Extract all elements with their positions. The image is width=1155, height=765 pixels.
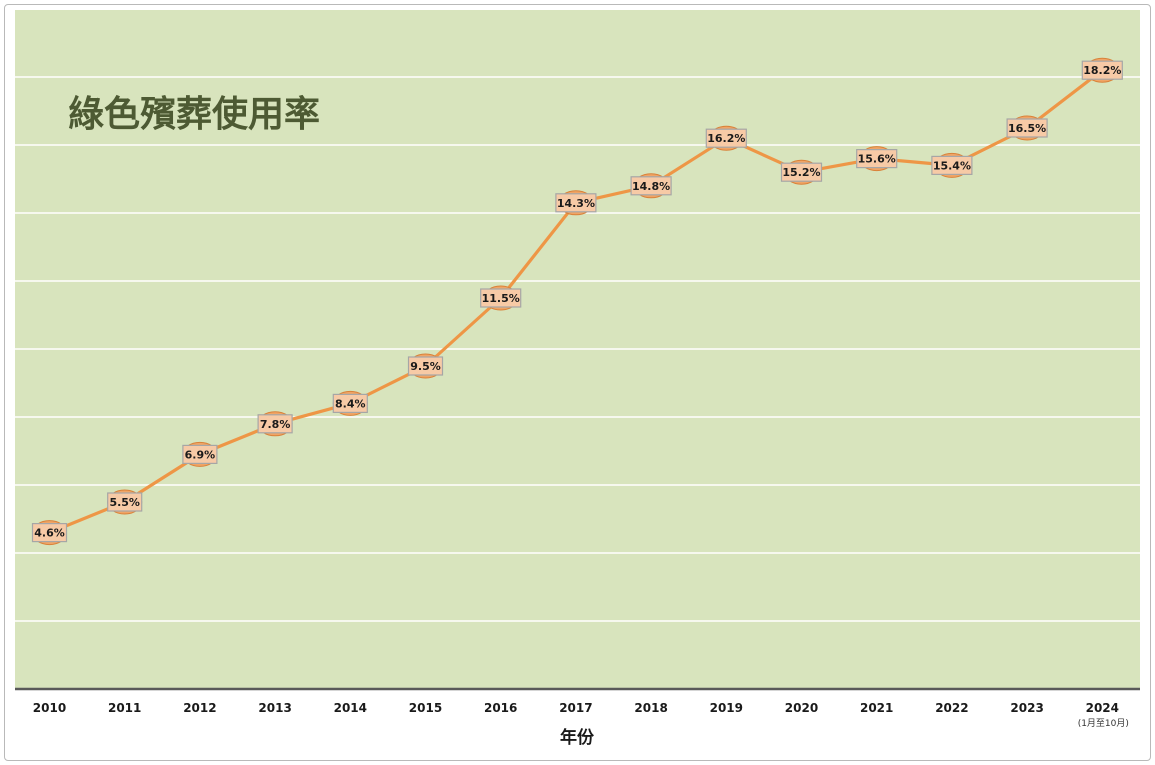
x-tick-label: 2010 <box>33 701 66 715</box>
data-label-box <box>332 393 368 413</box>
data-label-box <box>407 356 444 376</box>
x-tick-label: 2015 <box>409 701 442 715</box>
data-label-box <box>31 522 68 543</box>
data-label: 14.8% <box>632 180 670 193</box>
x-tick-label: 2012 <box>183 701 216 715</box>
data-label: 16.2% <box>707 132 745 145</box>
data-label-box <box>705 128 747 148</box>
x-tick-label: 2011 <box>108 701 141 715</box>
data-label-box <box>480 288 522 308</box>
data-label: 11.5% <box>482 292 520 305</box>
x-tick-label: 2019 <box>710 701 743 715</box>
x-tick-label: 2014 <box>334 701 367 715</box>
data-label-box <box>555 193 597 213</box>
data-labels: 4.6% 5.5% 6.9% 7.8% 8.4% 9.5% 11.5% 14.3% 14.8% 1… <box>31 60 1123 543</box>
data-label: 15.2% <box>782 166 820 179</box>
x-tick-label: 2021 <box>860 701 893 715</box>
data-label-box <box>257 414 293 434</box>
data-label: 5.5% <box>109 496 140 509</box>
x-tick-label: 2024 <box>1086 701 1119 715</box>
data-label: 18.2% <box>1083 64 1121 77</box>
data-label: 14.3% <box>557 197 595 210</box>
data-label: 15.4% <box>933 159 971 172</box>
data-label: 4.6% <box>34 527 65 540</box>
data-label: 7.8% <box>260 418 291 431</box>
data-label-box <box>1081 60 1123 80</box>
x-tick-label: 2016 <box>484 701 517 715</box>
data-label-box <box>1006 118 1048 138</box>
data-label: 16.5% <box>1008 122 1046 135</box>
x-tick-label: 2022 <box>935 701 968 715</box>
data-label: 8.4% <box>335 397 366 410</box>
x-tick-label: 2020 <box>785 701 818 715</box>
chart-title: 綠色殯葬使用率 <box>68 94 320 135</box>
data-label-box <box>182 444 218 464</box>
data-label-box <box>107 492 143 512</box>
x-tick-labels: 2010 2011 2012 2013 2014 2015 2016 2017 2018 2019… <box>33 701 1129 729</box>
data-label: 9.5% <box>410 360 441 373</box>
x-tick-note: (1月至10月) <box>1078 718 1129 729</box>
data-label: 15.6% <box>858 153 896 166</box>
x-axis-title: 年份 <box>560 727 595 748</box>
x-tick-label: 2013 <box>258 701 291 715</box>
data-label-box <box>856 149 898 169</box>
data-label-box <box>780 162 823 182</box>
x-tick-label: 2018 <box>634 701 667 715</box>
x-tick-label: 2023 <box>1010 701 1043 715</box>
data-label-box <box>931 155 973 175</box>
data-label-box <box>630 176 672 196</box>
data-label: 6.9% <box>185 448 216 461</box>
x-tick-label: 2017 <box>559 701 592 715</box>
